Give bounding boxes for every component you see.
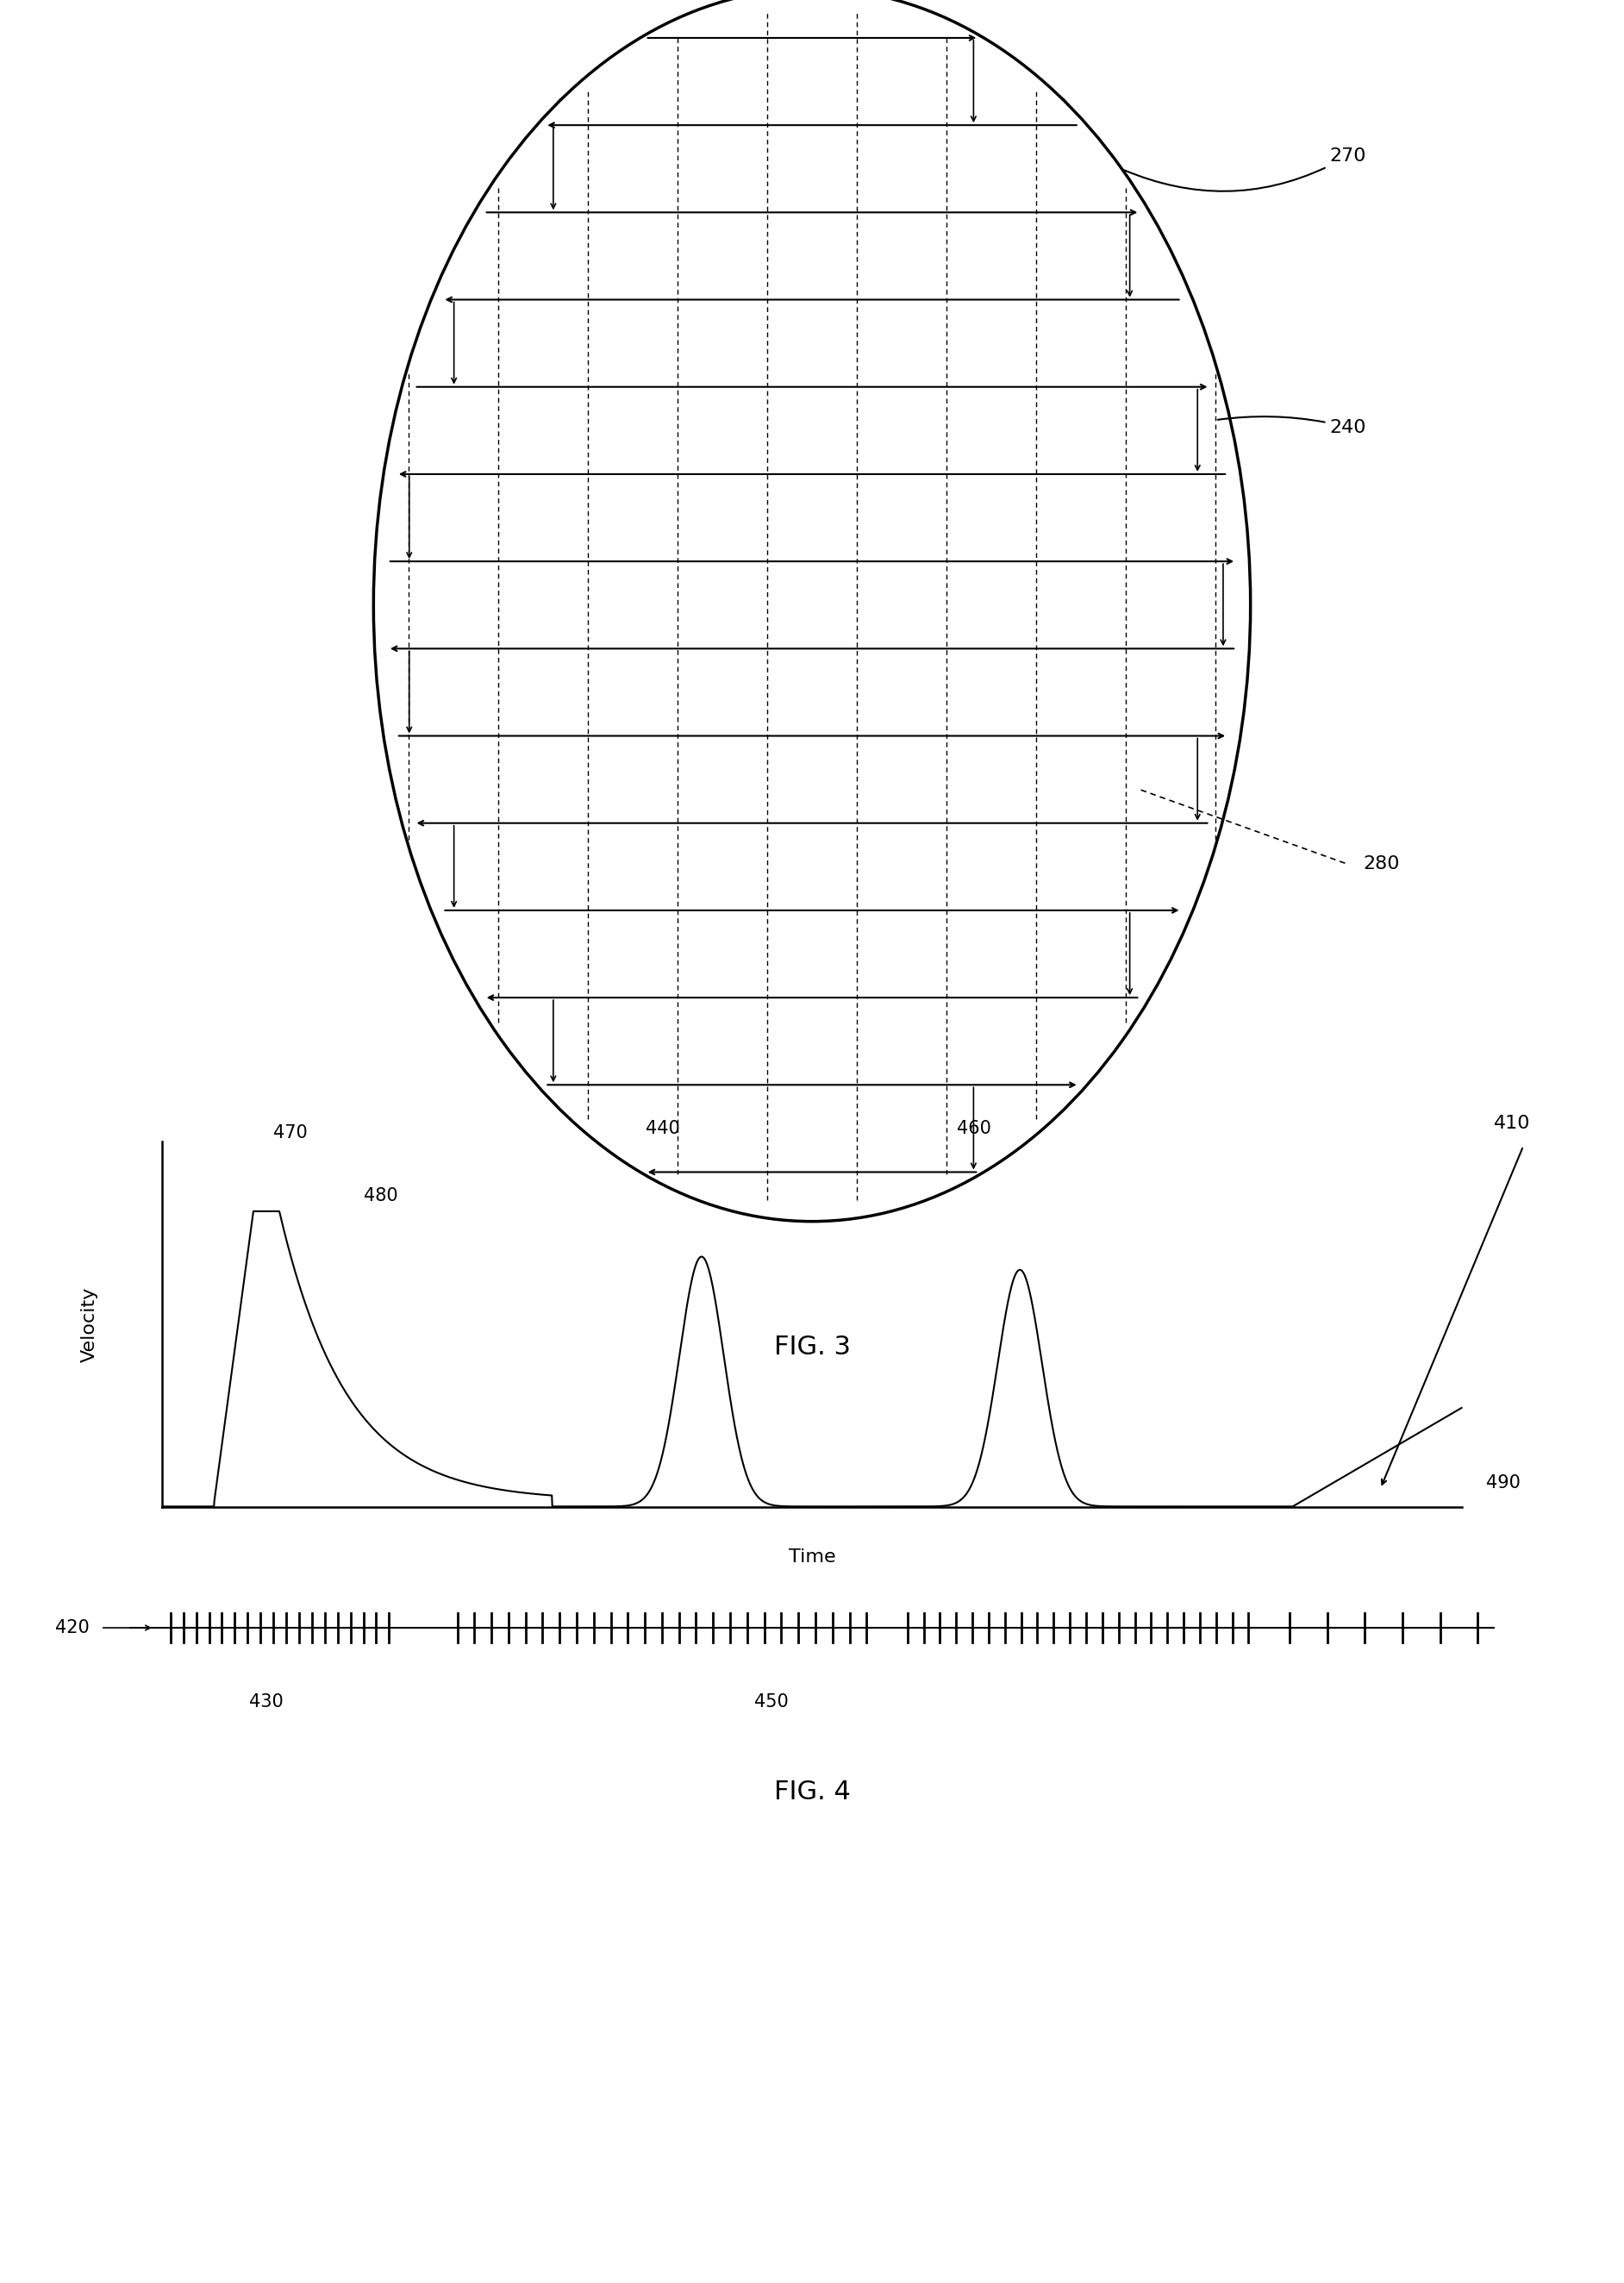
Text: FIG. 4: FIG. 4 — [773, 1781, 851, 1804]
Text: 450: 450 — [754, 1694, 788, 1710]
Text: 270: 270 — [1124, 148, 1366, 192]
Text: 470: 470 — [273, 1123, 307, 1142]
Text: 460: 460 — [957, 1119, 992, 1137]
Text: 480: 480 — [364, 1187, 398, 1205]
Text: 430: 430 — [248, 1694, 284, 1710]
Text: 240: 240 — [1218, 416, 1366, 436]
Text: 410: 410 — [1494, 1114, 1531, 1132]
Text: Time: Time — [789, 1548, 835, 1566]
Text: Velocity: Velocity — [81, 1288, 97, 1361]
Text: 420: 420 — [55, 1619, 89, 1637]
Text: 280: 280 — [1363, 856, 1400, 872]
Text: FIG. 3: FIG. 3 — [773, 1336, 851, 1358]
Text: 440: 440 — [645, 1119, 680, 1137]
Text: 490: 490 — [1486, 1475, 1520, 1491]
